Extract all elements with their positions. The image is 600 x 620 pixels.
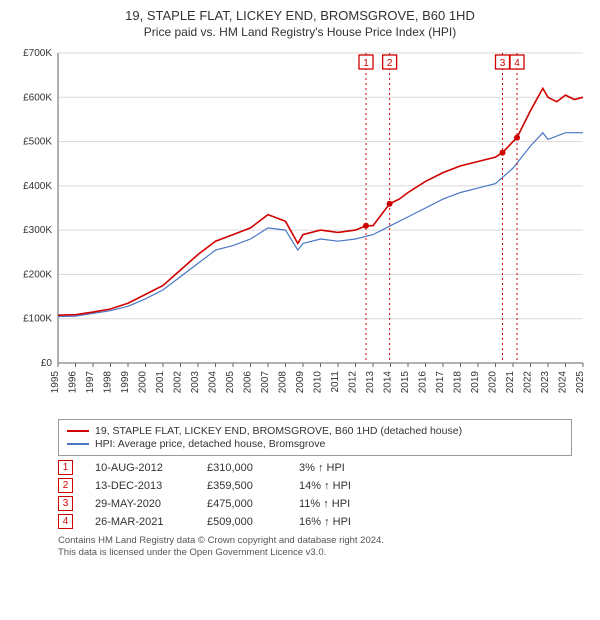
svg-text:2000: 2000 — [138, 371, 149, 394]
svg-text:2017: 2017 — [435, 371, 446, 394]
transaction-delta: 3% ↑ HPI — [299, 462, 379, 474]
transaction-date: 13-DEC-2013 — [95, 480, 185, 492]
transaction-marker: 4 — [58, 514, 73, 529]
svg-text:2009: 2009 — [295, 371, 306, 394]
transaction-delta: 14% ↑ HPI — [299, 480, 379, 492]
line-chart-svg: £0 £100K £200K £300K £400K £500K £600K £700K 199… — [8, 43, 592, 413]
transaction-row: 2 13-DEC-2013 £359,500 14% ↑ HPI — [58, 478, 572, 493]
transaction-price: £475,000 — [207, 498, 277, 510]
svg-text:2: 2 — [387, 58, 393, 69]
svg-text:2008: 2008 — [278, 371, 289, 394]
chart-subtitle: Price paid vs. HM Land Registry's House … — [8, 25, 592, 39]
svg-text:2023: 2023 — [540, 371, 551, 394]
svg-text:2021: 2021 — [505, 371, 516, 394]
transaction-marker: 2 — [58, 478, 73, 493]
svg-text:1997: 1997 — [85, 371, 96, 394]
svg-text:1999: 1999 — [120, 371, 131, 394]
transaction-date: 29-MAY-2020 — [95, 498, 185, 510]
svg-text:2011: 2011 — [330, 371, 341, 393]
svg-text:£500K: £500K — [23, 137, 52, 148]
chart-area: £0 £100K £200K £300K £400K £500K £600K £700K 199… — [8, 43, 592, 413]
transaction-date: 10-AUG-2012 — [95, 462, 185, 474]
svg-text:£600K: £600K — [23, 92, 52, 103]
transaction-row: 4 26-MAR-2021 £509,000 16% ↑ HPI — [58, 514, 572, 529]
transactions-table: 1 10-AUG-2012 £310,000 3% ↑ HPI 2 13-DEC-2013… — [58, 460, 572, 529]
svg-text:2010: 2010 — [313, 371, 324, 394]
svg-text:2015: 2015 — [400, 371, 411, 394]
svg-text:£400K: £400K — [23, 181, 52, 192]
svg-text:1996: 1996 — [68, 371, 79, 394]
legend-item: HPI: Average price, detached house, Brom… — [67, 438, 563, 450]
svg-text:2004: 2004 — [208, 371, 219, 394]
legend-item: 19, STAPLE FLAT, LICKEY END, BROMSGROVE,… — [67, 425, 563, 437]
legend-swatch — [67, 430, 89, 432]
transaction-row: 3 29-MAY-2020 £475,000 11% ↑ HPI — [58, 496, 572, 511]
transaction-marker: 3 — [58, 496, 73, 511]
svg-text:2018: 2018 — [453, 371, 464, 394]
svg-text:2001: 2001 — [155, 371, 166, 394]
svg-text:2022: 2022 — [523, 371, 534, 394]
transaction-price: £359,500 — [207, 480, 277, 492]
svg-text:£300K: £300K — [23, 225, 52, 236]
svg-text:2025: 2025 — [575, 371, 586, 394]
transaction-marker: 1 — [58, 460, 73, 475]
svg-text:2012: 2012 — [348, 371, 359, 394]
legend-label: HPI: Average price, detached house, Brom… — [95, 438, 325, 450]
transaction-delta: 11% ↑ HPI — [299, 498, 379, 510]
svg-text:2005: 2005 — [225, 371, 236, 394]
transaction-date: 26-MAR-2021 — [95, 516, 185, 528]
svg-text:£700K: £700K — [23, 48, 52, 59]
legend: 19, STAPLE FLAT, LICKEY END, BROMSGROVE,… — [58, 419, 572, 456]
chart-title: 19, STAPLE FLAT, LICKEY END, BROMSGROVE,… — [8, 8, 592, 23]
legend-label: 19, STAPLE FLAT, LICKEY END, BROMSGROVE,… — [95, 425, 462, 437]
svg-text:2019: 2019 — [470, 371, 481, 394]
svg-text:4: 4 — [514, 58, 520, 69]
svg-text:2013: 2013 — [365, 371, 376, 394]
svg-text:3: 3 — [500, 58, 506, 69]
svg-text:£100K: £100K — [23, 314, 52, 325]
footer-line2: This data is licensed under the Open Gov… — [58, 547, 572, 559]
footer-attribution: Contains HM Land Registry data © Crown c… — [58, 535, 572, 560]
transaction-price: £509,000 — [207, 516, 277, 528]
svg-text:2016: 2016 — [418, 371, 429, 394]
svg-text:2014: 2014 — [383, 371, 394, 394]
svg-text:2002: 2002 — [173, 371, 184, 394]
svg-text:1: 1 — [363, 58, 369, 69]
svg-text:2007: 2007 — [260, 371, 271, 394]
transaction-delta: 16% ↑ HPI — [299, 516, 379, 528]
footer-line1: Contains HM Land Registry data © Crown c… — [58, 535, 572, 547]
svg-text:1998: 1998 — [103, 371, 114, 394]
transaction-price: £310,000 — [207, 462, 277, 474]
svg-text:1995: 1995 — [50, 371, 61, 394]
svg-text:£200K: £200K — [23, 269, 52, 280]
svg-text:2006: 2006 — [243, 371, 254, 394]
legend-swatch — [67, 443, 89, 445]
svg-text:2003: 2003 — [190, 371, 201, 394]
svg-text:£0: £0 — [41, 358, 53, 369]
transaction-row: 1 10-AUG-2012 £310,000 3% ↑ HPI — [58, 460, 572, 475]
svg-text:2024: 2024 — [558, 371, 569, 394]
svg-text:2020: 2020 — [488, 371, 499, 394]
